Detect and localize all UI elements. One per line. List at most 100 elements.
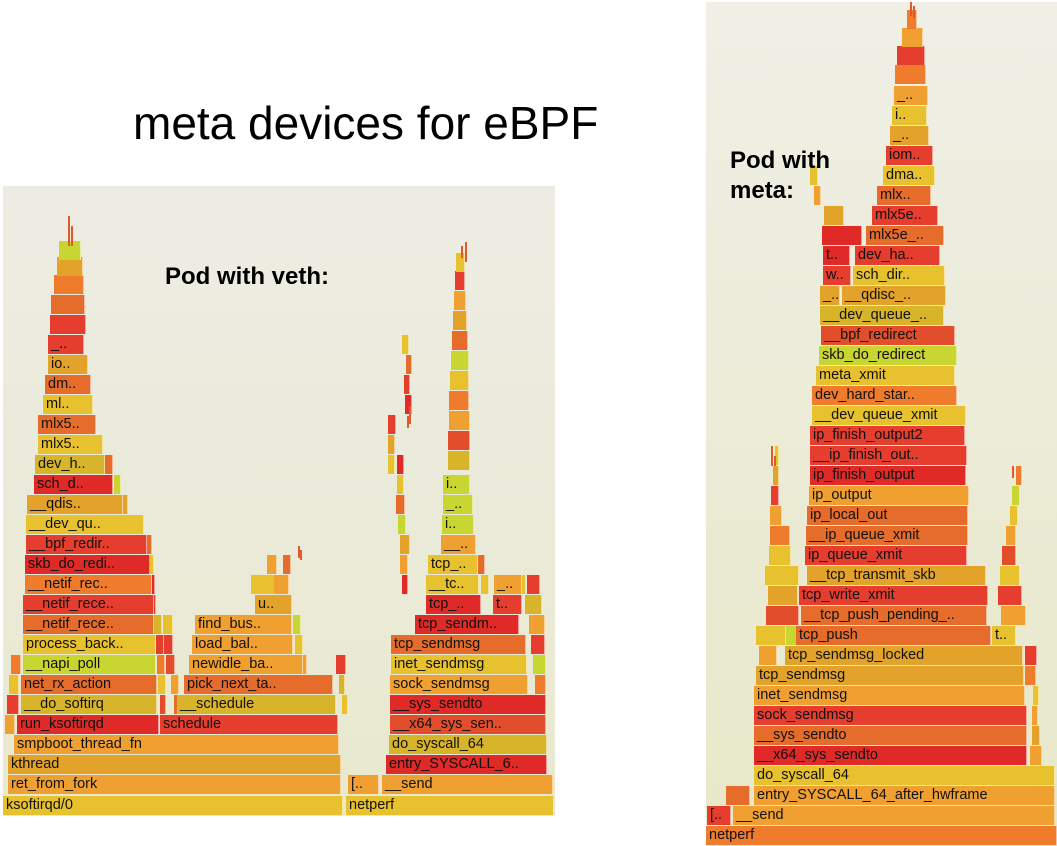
right-stack-frame[interactable]: __tcp_transmit_skb xyxy=(807,566,986,585)
right-stack-frame[interactable]: __sys_sendto xyxy=(754,726,1027,745)
right-stack-frame[interactable]: ip_local_out xyxy=(807,506,968,525)
left-stack-frame[interactable]: tcp_sendmsg xyxy=(391,635,526,654)
left-stack-frame[interactable]: tcp_.. xyxy=(426,595,481,614)
right-stack-frame[interactable]: __tcp_push_pending_.. xyxy=(801,606,987,625)
right-stack-frame[interactable]: __qdisc_.. xyxy=(842,286,946,305)
right-stack-frame[interactable]: __send xyxy=(733,806,1055,825)
right-stack-frame[interactable]: _.. xyxy=(894,86,928,105)
left-stack-frame[interactable]: t.. xyxy=(493,595,522,614)
right-stack-frame[interactable]: tcp_sendmsg_locked xyxy=(785,646,1023,665)
right-stack-frame[interactable]: tcp_write_xmit xyxy=(799,586,988,605)
left-stack-frame[interactable]: [.. xyxy=(348,775,379,794)
left-stack-frame[interactable]: __qdis.. xyxy=(27,495,123,514)
right-stack-frame[interactable]: _.. xyxy=(820,286,840,305)
left-mini-frame xyxy=(449,391,469,410)
left-stack-frame[interactable]: kthread xyxy=(8,755,341,774)
left-stack-frame[interactable]: __sys_sendto xyxy=(390,695,546,714)
right-stack-frame[interactable]: inet_sendmsg xyxy=(754,686,1025,705)
right-stack-frame[interactable]: tcp_sendmsg xyxy=(756,666,1024,685)
right-stack-frame[interactable]: ip_finish_output2 xyxy=(810,426,965,445)
right-stack-frame[interactable]: dev_hard_star.. xyxy=(812,386,957,405)
right-stack-frame[interactable]: t.. xyxy=(823,246,850,265)
left-stack-frame[interactable]: smpboot_thread_fn xyxy=(14,735,339,754)
left-stack-frame[interactable]: mlx5.. xyxy=(38,435,103,454)
right-stack-frame[interactable]: tcp_push xyxy=(796,626,991,645)
right-stack-frame[interactable]: meta_xmit xyxy=(816,366,955,385)
left-stack-frame[interactable]: __napi_poll xyxy=(23,655,156,674)
left-stack-frame[interactable]: inet_sendmsg xyxy=(391,655,527,674)
left-stack-frame[interactable]: _.. xyxy=(48,335,84,354)
left-stack-frame[interactable]: io.. xyxy=(48,355,88,374)
left-stack-frame[interactable]: ksoftirqd/0 xyxy=(3,796,343,815)
right-stack-frame[interactable]: mlx5e_.. xyxy=(866,226,944,245)
left-stack-frame[interactable]: __x64_sys_sen.. xyxy=(390,715,546,734)
left-stack-frame[interactable]: do_syscall_64 xyxy=(389,735,547,754)
right-stack-frame[interactable]: ip_output xyxy=(809,486,969,505)
left-stack-frame[interactable]: __do_softirq xyxy=(21,695,157,714)
left-stack-frame[interactable]: i.. xyxy=(443,475,470,494)
left-stack-frame[interactable]: i.. xyxy=(442,515,474,534)
left-stack-frame[interactable]: __.. xyxy=(441,535,476,554)
left-mini-frame xyxy=(451,351,469,370)
left-stack-frame[interactable]: _.. xyxy=(443,495,473,514)
right-stack-frame[interactable]: __ip_finish_out.. xyxy=(810,446,967,465)
right-stack-frame[interactable]: entry_SYSCALL_64_after_hwframe xyxy=(754,786,1055,805)
left-stack-frame[interactable]: mlx5.. xyxy=(38,415,96,434)
right-stack-frame[interactable]: netperf xyxy=(706,826,1057,845)
left-stack-frame[interactable]: pick_next_ta.. xyxy=(184,675,333,694)
left-stack-frame[interactable]: __netif_rec.. xyxy=(25,575,152,594)
left-stack-frame[interactable]: u.. xyxy=(255,595,292,614)
right-stack-frame[interactable]: __dev_queue_xmit xyxy=(812,406,966,425)
left-stack-frame[interactable]: __schedule xyxy=(177,695,336,714)
left-stack-frame[interactable]: dev_h.. xyxy=(35,455,105,474)
left-sample-tick xyxy=(407,416,409,428)
left-stack-frame[interactable]: process_back.. xyxy=(23,635,156,654)
left-stack-frame[interactable]: sch_d.. xyxy=(34,475,113,494)
left-stack-frame[interactable]: tcp_.. xyxy=(428,555,478,574)
right-stack-frame[interactable]: mlx5e.. xyxy=(872,206,938,225)
left-stack-frame[interactable]: run_ksoftirqd xyxy=(17,715,159,734)
right-stack-frame[interactable]: _.. xyxy=(890,126,929,145)
left-stack-frame[interactable]: newidle_ba.. xyxy=(189,655,303,674)
right-stack-frame[interactable]: __ip_queue_xmit xyxy=(806,526,968,545)
left-stack-frame[interactable]: schedule xyxy=(160,715,338,734)
right-stack-frame[interactable]: __bpf_redirect xyxy=(821,326,955,345)
left-stack-frame[interactable]: ml.. xyxy=(43,395,93,414)
left-stack-frame[interactable]: __netif_rece.. xyxy=(23,615,154,634)
left-stack-frame[interactable]: load_bal.. xyxy=(192,635,293,654)
left-stack-frame[interactable]: find_bus.. xyxy=(195,615,292,634)
left-mini-frame xyxy=(342,695,348,714)
right-stack-frame[interactable]: sock_sendmsg xyxy=(754,706,1027,725)
left-stack-frame[interactable]: entry_SYSCALL_6.. xyxy=(386,755,547,774)
left-stack-frame[interactable]: dm.. xyxy=(45,375,91,394)
right-stack-frame[interactable]: sch_dir.. xyxy=(853,266,945,285)
right-stack-frame[interactable]: __x64_sys_sendto xyxy=(754,746,1027,765)
right-stack-frame[interactable]: [.. xyxy=(707,806,731,825)
left-stack-frame[interactable]: __netif_rece.. xyxy=(23,595,154,614)
right-stack-frame[interactable]: mlx.. xyxy=(877,186,931,205)
left-stack-frame[interactable]: netperf xyxy=(346,796,554,815)
left-stack-frame[interactable]: __tc.. xyxy=(426,575,479,594)
left-stack-frame[interactable]: net_rx_action xyxy=(21,675,157,694)
left-stack-frame[interactable]: ret_from_fork xyxy=(8,775,341,794)
left-stack-frame[interactable]: __dev_qu.. xyxy=(26,515,144,534)
right-stack-frame[interactable]: t.. xyxy=(992,626,1016,645)
right-stack-frame[interactable]: skb_do_redirect xyxy=(819,346,957,365)
left-mini-frame xyxy=(456,253,465,272)
left-stack-frame[interactable]: sock_sendmsg xyxy=(390,675,528,694)
right-stack-frame[interactable]: ip_queue_xmit xyxy=(805,546,967,565)
left-stack-frame[interactable]: _.. xyxy=(494,575,522,594)
right-stack-frame[interactable]: w.. xyxy=(823,266,851,285)
right-stack-frame[interactable]: iom.. xyxy=(886,146,933,165)
right-stack-frame[interactable]: dev_ha.. xyxy=(855,246,940,265)
left-stack-frame[interactable]: __send xyxy=(382,775,553,794)
left-stack-frame[interactable]: __bpf_redir.. xyxy=(26,535,147,554)
right-stack-frame[interactable]: dma.. xyxy=(883,166,935,185)
right-stack-frame[interactable]: i.. xyxy=(892,106,927,125)
left-stack-frame[interactable]: tcp_sendm.. xyxy=(415,615,519,634)
left-stack-frame[interactable]: skb_do_redi.. xyxy=(25,555,150,574)
left-sample-tick xyxy=(300,550,302,560)
right-stack-frame[interactable]: do_syscall_64 xyxy=(754,766,1055,785)
right-stack-frame[interactable]: ip_finish_output xyxy=(810,466,966,485)
right-stack-frame[interactable]: __dev_queue_.. xyxy=(820,306,944,325)
